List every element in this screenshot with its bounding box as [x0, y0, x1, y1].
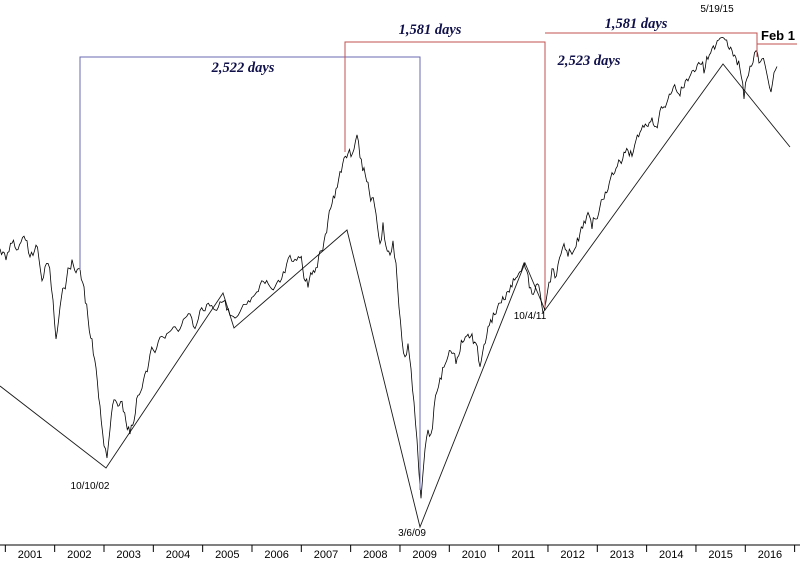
- price-line: [0, 36, 778, 499]
- x-axis-year-label: 2013: [610, 549, 634, 561]
- pivot-date-label: 5/19/15: [700, 4, 734, 15]
- x-axis-year-label: 2004: [166, 549, 190, 561]
- span-1581-days-b-line: [545, 32, 758, 57]
- pivot-date-label: 10/10/02: [71, 481, 110, 492]
- zigzag-trendline: [0, 63, 791, 529]
- x-axis-year-label: 2011: [511, 549, 535, 561]
- x-axis-year-label: 2009: [412, 549, 436, 561]
- span-2522-days-label: 2,522 days: [211, 60, 275, 76]
- x-axis-year-label: 2014: [659, 549, 683, 561]
- span-1581-days-a-label: 1,581 days: [399, 22, 462, 38]
- pivot-date-label: Feb 1: [761, 28, 795, 43]
- x-axis-year-label: 2015: [708, 549, 732, 561]
- x-axis-year-label: 2002: [67, 549, 91, 561]
- x-axis-year-label: 2010: [462, 549, 486, 561]
- x-axis-year-label: 2016: [758, 549, 782, 561]
- span-2523-days-label: 2,523 days: [557, 53, 621, 69]
- span-2522-days-line: [79, 56, 421, 490]
- x-axis-year-label: 2007: [314, 549, 338, 561]
- pivot-date-label: 3/6/09: [398, 528, 426, 539]
- x-axis-year-label: 2001: [18, 549, 42, 561]
- x-axis-year-label: 2012: [560, 549, 584, 561]
- span-1581-days-a-line: [344, 41, 546, 308]
- pivot-date-label: 10/4/11: [514, 311, 547, 322]
- x-axis-year-label: 2008: [363, 549, 387, 561]
- span-1581-days-b-label: 1,581 days: [605, 16, 668, 32]
- x-axis-year-label: 2005: [215, 549, 239, 561]
- x-axis-year-label: 2006: [264, 549, 288, 561]
- x-axis-year-label: 2003: [116, 549, 140, 561]
